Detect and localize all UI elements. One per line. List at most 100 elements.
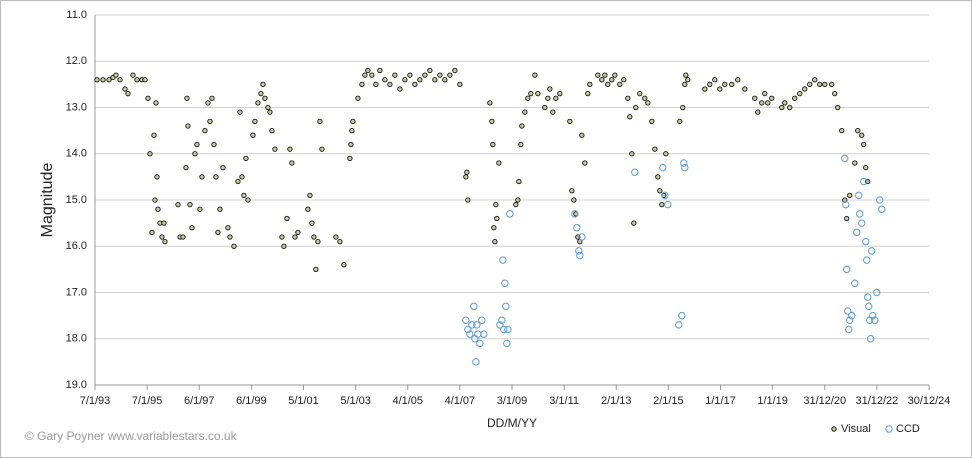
data-point xyxy=(578,233,586,241)
data-point xyxy=(862,237,870,246)
data-point xyxy=(317,118,323,125)
data-point xyxy=(525,95,531,101)
data-point xyxy=(513,201,519,208)
y-tick-label: 13.0 xyxy=(66,101,87,113)
data-point xyxy=(609,77,615,83)
data-point xyxy=(860,177,868,186)
data-point xyxy=(627,114,633,120)
data-point xyxy=(664,200,672,209)
data-point xyxy=(362,72,368,78)
data-point xyxy=(532,72,538,78)
data-point xyxy=(817,81,823,88)
data-point xyxy=(194,141,200,148)
x-tick-label: 7/1/93 xyxy=(80,395,111,407)
data-point xyxy=(184,95,190,101)
data-point xyxy=(844,307,852,315)
data-point xyxy=(145,95,151,101)
data-point xyxy=(712,77,718,83)
y-tick-label: 11.0 xyxy=(66,9,87,21)
data-point xyxy=(348,141,354,148)
data-point xyxy=(847,192,853,199)
data-point xyxy=(501,279,509,287)
data-point xyxy=(677,118,683,125)
data-point xyxy=(680,159,688,167)
y-tick-label: 14.0 xyxy=(66,148,87,160)
data-point xyxy=(722,81,728,88)
data-point xyxy=(472,358,480,366)
data-point xyxy=(755,109,761,115)
data-point xyxy=(490,141,496,148)
data-point xyxy=(462,316,470,324)
data-point xyxy=(518,141,524,148)
data-point xyxy=(377,67,383,74)
x-tick-label: 6/1/99 xyxy=(236,395,267,407)
data-point xyxy=(122,86,128,92)
data-point xyxy=(142,77,148,83)
data-point xyxy=(480,330,488,338)
x-tick-label: 6/1/97 xyxy=(184,395,215,407)
data-point xyxy=(202,127,208,134)
data-point xyxy=(397,86,403,92)
data-point xyxy=(125,90,131,97)
data-point xyxy=(573,224,581,232)
data-point xyxy=(659,163,667,172)
data-point xyxy=(637,90,643,97)
data-point xyxy=(535,90,541,97)
data-point xyxy=(649,118,655,125)
data-point xyxy=(571,197,577,203)
data-point xyxy=(848,311,856,320)
data-point xyxy=(675,321,683,329)
data-point xyxy=(492,238,498,245)
data-point xyxy=(503,339,511,348)
data-point xyxy=(685,77,691,83)
data-point xyxy=(151,132,157,138)
data-point xyxy=(787,104,793,111)
data-point xyxy=(307,192,313,199)
data-point xyxy=(496,160,502,166)
legend-label: Visual xyxy=(841,423,871,435)
data-point xyxy=(347,155,353,162)
data-point xyxy=(457,81,463,88)
data-point xyxy=(645,100,651,106)
data-point xyxy=(382,77,388,83)
data-point xyxy=(855,191,863,200)
data-point xyxy=(473,321,481,329)
data-point xyxy=(192,151,198,157)
data-point xyxy=(407,72,413,78)
data-point xyxy=(476,339,484,348)
data-point xyxy=(350,118,356,125)
data-point xyxy=(217,206,223,212)
data-point xyxy=(215,229,221,236)
data-point xyxy=(333,234,339,240)
data-point xyxy=(267,109,273,115)
data-point xyxy=(478,316,486,324)
data-point xyxy=(863,256,871,264)
data-point xyxy=(311,234,317,240)
data-point xyxy=(631,220,637,226)
data-point xyxy=(464,325,472,334)
x-tick-label: 1/1/17 xyxy=(705,395,736,407)
data-point xyxy=(199,174,205,180)
data-point xyxy=(852,160,858,166)
y-tick-label: 18.0 xyxy=(66,333,87,345)
data-point xyxy=(661,191,669,200)
data-point xyxy=(359,81,365,88)
data-point xyxy=(528,90,534,97)
legend-label: CCD xyxy=(896,423,920,435)
data-point xyxy=(252,118,258,125)
data-point xyxy=(797,90,803,97)
data-point xyxy=(846,316,854,324)
data-point xyxy=(185,123,191,129)
data-point xyxy=(147,151,153,157)
data-point xyxy=(617,81,623,88)
data-point xyxy=(149,229,155,236)
data-point xyxy=(470,302,478,311)
data-point xyxy=(447,72,453,78)
x-tick-label: 3/1/09 xyxy=(497,395,528,407)
data-point xyxy=(269,127,275,134)
data-point xyxy=(255,100,261,106)
data-point xyxy=(493,201,499,208)
data-point xyxy=(284,215,290,222)
data-point xyxy=(265,104,271,111)
x-tick-label: 4/1/05 xyxy=(392,395,423,407)
